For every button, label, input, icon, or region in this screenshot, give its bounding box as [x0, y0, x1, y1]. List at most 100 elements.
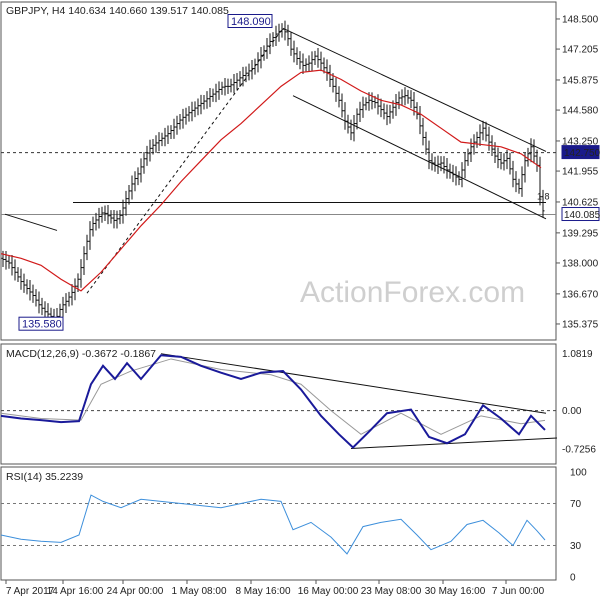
- trendline-support-dashed: [86, 27, 284, 294]
- price-candle: [448, 163, 452, 179]
- price-candle: [442, 156, 446, 174]
- price-candle: [343, 102, 347, 130]
- price-candle: [79, 259, 83, 288]
- price-tick-label: 139.295: [562, 228, 599, 239]
- price-candle: [109, 210, 113, 224]
- price-tick-label: 144.580: [562, 106, 599, 117]
- rsi-tick-label: 0: [570, 573, 576, 584]
- x-tick-label: 8 May 16:00: [235, 586, 290, 597]
- rsi-tick-label: 100: [570, 468, 587, 479]
- price-candle: [478, 124, 482, 146]
- price-candle: [208, 88, 212, 108]
- price-candle: [28, 280, 32, 301]
- price-candle: [112, 210, 116, 229]
- price-candle: [364, 97, 368, 111]
- price-candle: [238, 71, 242, 87]
- price-candle: [148, 139, 152, 162]
- price-candle: [31, 284, 35, 303]
- price-candle: [532, 139, 536, 164]
- price-candle: [229, 78, 233, 93]
- price-candle: [289, 31, 293, 56]
- moving-average-line: [0, 69, 542, 292]
- price-candle: [484, 121, 488, 142]
- rsi-tick-label: 30: [570, 541, 582, 552]
- price-candle: [406, 89, 410, 104]
- price-candle: [256, 52, 260, 73]
- price-candle: [340, 93, 344, 118]
- rsi-line: [0, 494, 546, 555]
- price-candle: [181, 108, 185, 129]
- price-candle: [253, 58, 257, 75]
- price-candle: [349, 119, 353, 141]
- level-tag-142.750: 142.750: [564, 148, 600, 159]
- price-candle: [226, 78, 230, 95]
- price-candle: [43, 301, 47, 319]
- price-candle: [457, 171, 461, 186]
- price-candle: [352, 115, 356, 142]
- price-candle: [322, 57, 326, 74]
- price-candle: [22, 273, 26, 293]
- price-candle: [19, 268, 23, 290]
- trendline-label: 1.8: [537, 192, 550, 202]
- price-candle: [508, 152, 512, 175]
- price-candle: [304, 58, 308, 72]
- price-candle: [403, 87, 407, 106]
- price-candle: [307, 55, 311, 73]
- rsi-pane: [0, 466, 557, 581]
- price-candle: [4, 251, 8, 270]
- x-tick-label: 24 Apr 00:00: [107, 586, 164, 597]
- price-candle: [421, 117, 425, 146]
- macd-trendline-lower: [350, 437, 558, 450]
- price-candle: [190, 101, 194, 122]
- macd-header: MACD(12,26,9) -0.3672 -0.1867: [6, 348, 156, 360]
- price-candle: [169, 125, 173, 139]
- price-tick-label: 141.955: [562, 167, 599, 178]
- price-candle: [277, 23, 281, 42]
- price-tag-box: [227, 13, 273, 28]
- trendline-left-line: [4, 213, 58, 231]
- price-candle: [244, 66, 248, 83]
- price-candle: [202, 94, 206, 110]
- price-candle: [301, 53, 305, 74]
- price-candle: [496, 147, 500, 169]
- price-candle: [268, 33, 272, 55]
- price-candle: [337, 86, 341, 108]
- price-candle: [106, 204, 110, 225]
- price-candle: [463, 152, 467, 179]
- price-candle: [415, 102, 419, 120]
- price-candle: [328, 64, 332, 87]
- price-candle: [262, 45, 266, 61]
- x-tick-label: 23 May 08:00: [361, 586, 422, 597]
- price-candle: [199, 94, 203, 115]
- price-candle: [247, 63, 251, 81]
- price-candle: [97, 207, 101, 229]
- price-candle: [217, 81, 221, 100]
- price-candle: [523, 152, 527, 183]
- price-candle: [469, 138, 473, 162]
- price-candle: [388, 104, 392, 124]
- price-candle: [7, 255, 11, 269]
- price-candle: [541, 189, 545, 218]
- macd-signal-line: [0, 358, 546, 435]
- price-candle: [235, 72, 239, 90]
- price-candle: [430, 153, 434, 171]
- price-tick-label: 147.205: [562, 45, 599, 56]
- price-candle: [424, 131, 428, 155]
- price-candle: [313, 50, 317, 65]
- price-candle: [124, 190, 128, 216]
- price-candle: [292, 40, 296, 63]
- price-candle: [346, 114, 350, 134]
- price-candle: [85, 234, 89, 261]
- price-candle: [160, 132, 164, 147]
- price-candle: [205, 91, 209, 109]
- price-candle: [361, 96, 365, 118]
- rsi-header: RSI(14) 35.2239: [6, 471, 83, 483]
- price-candle: [271, 32, 275, 47]
- price-candle: [94, 212, 98, 231]
- price-candle: [73, 278, 77, 301]
- price-candle: [211, 88, 215, 102]
- price-candle: [382, 103, 386, 120]
- price-candle: [436, 155, 440, 174]
- price-candle: [151, 139, 155, 155]
